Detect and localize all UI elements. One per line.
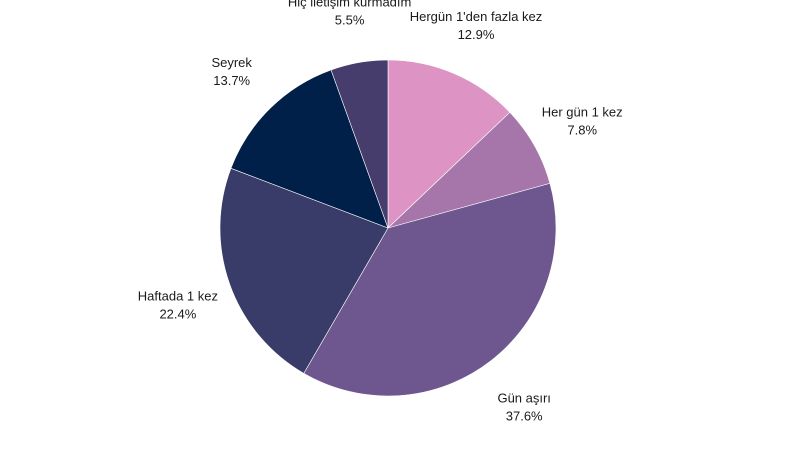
slice-label-name: Gün aşırı [497, 391, 550, 406]
pie-slice-hergun-1-den-fazla-kez [387, 59, 511, 229]
slice-label-name: Her gün 1 kez [542, 104, 623, 119]
slice-label-hic-iletisim-kurmadim: Hiç iletişim kurmadım 5.5% [288, 0, 412, 27]
slice-label-seyrek: Seyrek 13.7% [211, 55, 252, 88]
pie-slice-seyrek [230, 69, 389, 229]
slice-label-value: 37.6% [506, 409, 543, 424]
slice-label-name: Haftada 1 kez [138, 289, 218, 304]
pie-slice-haftada-1-kez [219, 167, 389, 374]
slice-label-hergun-1-den-fazla-kez: Hergün 1'den fazla kez 12.9% [410, 9, 543, 42]
slice-label-name: Seyrek [211, 55, 252, 70]
slice-label-gun-asiri: Gün aşırı 37.6% [497, 391, 550, 424]
slice-label-value: 22.4% [159, 307, 196, 322]
pie-slices [219, 59, 557, 397]
pie-slice-hic-iletisim-kurmadim [330, 59, 389, 229]
slice-label-name: Hergün 1'den fazla kez [410, 9, 543, 24]
slice-label-value: 7.8% [567, 122, 597, 137]
pie-labels: Hergün 1'den fazla kez 12.9% Her gün 1 kez… [138, 0, 623, 424]
pie-slice-gun-asiri [303, 183, 557, 397]
slice-label-value: 5.5% [335, 12, 365, 27]
slice-label-her-gun-1-kez: Her gün 1 kez 7.8% [542, 104, 623, 137]
slice-label-value: 13.7% [213, 73, 250, 88]
slice-label-name: Hiç iletişim kurmadım [288, 0, 412, 9]
slice-label-value: 12.9% [458, 27, 495, 42]
slice-label-haftada-1-kez: Haftada 1 kez 22.4% [138, 289, 218, 322]
